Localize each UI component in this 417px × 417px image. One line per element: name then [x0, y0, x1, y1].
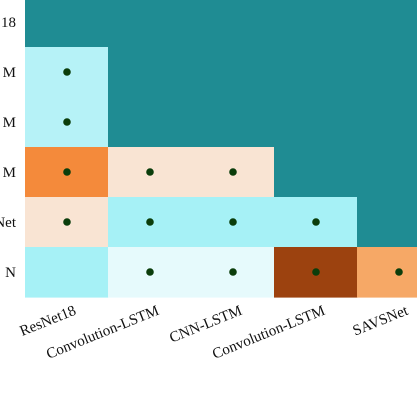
significance-dot-r5-c4	[395, 268, 403, 276]
significance-dots	[63, 68, 403, 276]
heatmap-cell-r0-c0	[25, 0, 109, 48]
heatmap-cell-r2-c4	[357, 97, 417, 148]
row-tick-labels: 18 M M M Net N	[0, 15, 17, 281]
significance-dot-r3-c0	[63, 168, 71, 176]
heatmap-cell-r5-c0	[25, 247, 109, 298]
row-tick-label: N	[5, 265, 16, 281]
heatmap-cell-r3-c3	[274, 147, 358, 198]
heatmap-cell-r2-c3	[274, 97, 358, 148]
heatmap-cell-r0-c1	[108, 0, 192, 48]
row-tick-label: 18	[1, 15, 16, 31]
heatmap-cell-r2-c2	[191, 97, 275, 148]
heatmap-cell-r3-c4	[357, 147, 417, 198]
row-tick-label: Net	[0, 215, 17, 231]
heatmap-cell-r1-c1	[108, 47, 192, 98]
heatmap-cell-r1-c2	[191, 47, 275, 98]
heatmap-cells	[25, 0, 417, 298]
heatmap-cell-r5-c4	[357, 247, 417, 298]
significance-dot-r5-c3	[312, 268, 320, 276]
column-tick-label: ResNet18	[18, 303, 79, 340]
row-tick-label: M	[3, 65, 16, 81]
significance-dot-r2-c0	[63, 118, 71, 126]
heatmap-cell-r1-c4	[357, 47, 417, 98]
heatmap-cell-r0-c3	[274, 0, 358, 48]
column-tick-label: SAVSNet	[351, 303, 412, 340]
heatmap-cell-r0-c2	[191, 0, 275, 48]
heatmap-cell-r0-c4	[357, 0, 417, 48]
significance-dot-r1-c0	[63, 68, 71, 76]
significance-dot-r3-c2	[229, 168, 237, 176]
row-tick-label: M	[3, 115, 16, 131]
significance-dot-r4-c1	[146, 218, 154, 226]
significance-dot-r5-c2	[229, 268, 237, 276]
significance-dot-r4-c0	[63, 218, 71, 226]
row-tick-label: M	[3, 165, 16, 181]
significance-dot-r4-c2	[229, 218, 237, 226]
heatmap-cell-r1-c3	[274, 47, 358, 98]
heatmap-cell-r4-c4	[357, 197, 417, 248]
heatmap-cell-r2-c1	[108, 97, 192, 148]
significance-dot-r3-c1	[146, 168, 154, 176]
significance-dot-r4-c3	[312, 218, 320, 226]
significance-dot-r5-c1	[146, 268, 154, 276]
